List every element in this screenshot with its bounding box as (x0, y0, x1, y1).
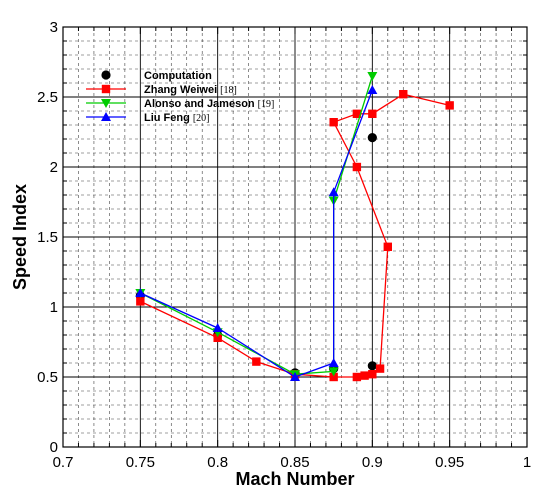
x-tick-label: 0.7 (53, 454, 74, 471)
legend-entry-zhang-weiwei: Zhang Weiwei [18] (86, 84, 237, 96)
y-tick-label: 1 (50, 299, 58, 316)
data-point-computation (367, 133, 377, 143)
data-point-zhang-weiwei (375, 364, 385, 373)
y-tick-labels: 0 0.5 1 1.5 2 2.5 3 (37, 19, 58, 456)
data-point-zhang-weiwei (368, 370, 377, 379)
data-point-computation (367, 361, 377, 371)
data-point-liu-feng (290, 372, 300, 381)
data-point-alonso-and-jameson (367, 72, 378, 81)
legend-ref-alonso-and-jameson: [19] (258, 99, 275, 110)
legend-entry-computation: Computation (101, 70, 212, 82)
y-tick-label: 2.5 (37, 89, 58, 106)
y-tick-label: 1.5 (37, 229, 58, 246)
data-point-zhang-weiwei (329, 118, 338, 127)
data-point-zhang-weiwei (368, 109, 377, 118)
x-tick-labels: 0.7 0.75 0.8 0.85 0.9 0.95 1 (53, 454, 532, 471)
x-tick-label: 0.85 (280, 454, 309, 471)
data-point-alonso-and-jameson (328, 367, 339, 377)
data-point-zhang-weiwei (352, 162, 362, 172)
data-point-liu-feng (328, 187, 339, 197)
series-line-alonso-and-jameson (140, 75, 373, 375)
x-tick-label: 0.95 (435, 454, 464, 471)
data-point-liu-feng (328, 358, 339, 367)
data-point-zhang-weiwei (136, 297, 145, 306)
legend-ref-liu-feng: [20] (193, 113, 210, 124)
legend: Computation Zhang Weiwei [18] Alonso and Ja… (86, 70, 274, 124)
legend-marker-alonso-and-jameson (101, 99, 111, 108)
x-tick-label: 1 (523, 454, 531, 471)
legend-entry-alonso-and-jameson: Alonso and Jameson [19] (86, 98, 274, 110)
y-axis-title: Speed Index (10, 184, 30, 290)
data-point-zhang-weiwei (213, 333, 222, 342)
data-point-liu-feng (212, 323, 223, 332)
x-axis-title: Mach Number (235, 469, 354, 489)
series-layer (135, 72, 454, 382)
legend-marker-computation (101, 70, 111, 80)
data-point-zhang-weiwei (399, 90, 408, 99)
y-tick-label: 0.5 (37, 369, 58, 386)
legend-label-zhang-weiwei: Zhang Weiwei [18] (144, 84, 237, 96)
series-liu-feng (135, 85, 378, 381)
data-point-zhang-weiwei (329, 372, 338, 382)
legend-entry-liu-feng: Liu Feng [20] (86, 112, 210, 124)
data-point-zhang-weiwei (360, 371, 369, 380)
y-tick-label: 2 (50, 159, 58, 176)
legend-ref-zhang-weiwei: [18] (220, 85, 237, 96)
data-point-zhang-weiwei (445, 101, 454, 110)
series-line-liu-feng (140, 89, 373, 378)
y-tick-label: 0 (50, 439, 58, 456)
x-tick-label: 0.75 (126, 454, 155, 471)
series-zhang-weiwei (136, 90, 454, 382)
legend-label-computation: Computation (144, 70, 212, 82)
data-point-zhang-weiwei (352, 372, 362, 382)
legend-label-liu-feng: Liu Feng [20] (144, 112, 210, 124)
x-tick-label: 0.9 (362, 454, 383, 471)
data-point-liu-feng (135, 288, 146, 297)
y-tick-label: 3 (50, 19, 58, 36)
x-tick-label: 0.8 (207, 454, 228, 471)
data-point-liu-feng (367, 85, 378, 94)
legend-marker-liu-feng (101, 112, 111, 121)
data-point-zhang-weiwei (352, 109, 362, 118)
legend-label-alonso-and-jameson: Alonso and Jameson [19] (144, 98, 274, 110)
legend-marker-zhang-weiwei (101, 84, 111, 94)
axes (62, 26, 528, 448)
data-point-zhang-weiwei (252, 357, 261, 366)
data-point-zhang-weiwei (383, 242, 392, 251)
